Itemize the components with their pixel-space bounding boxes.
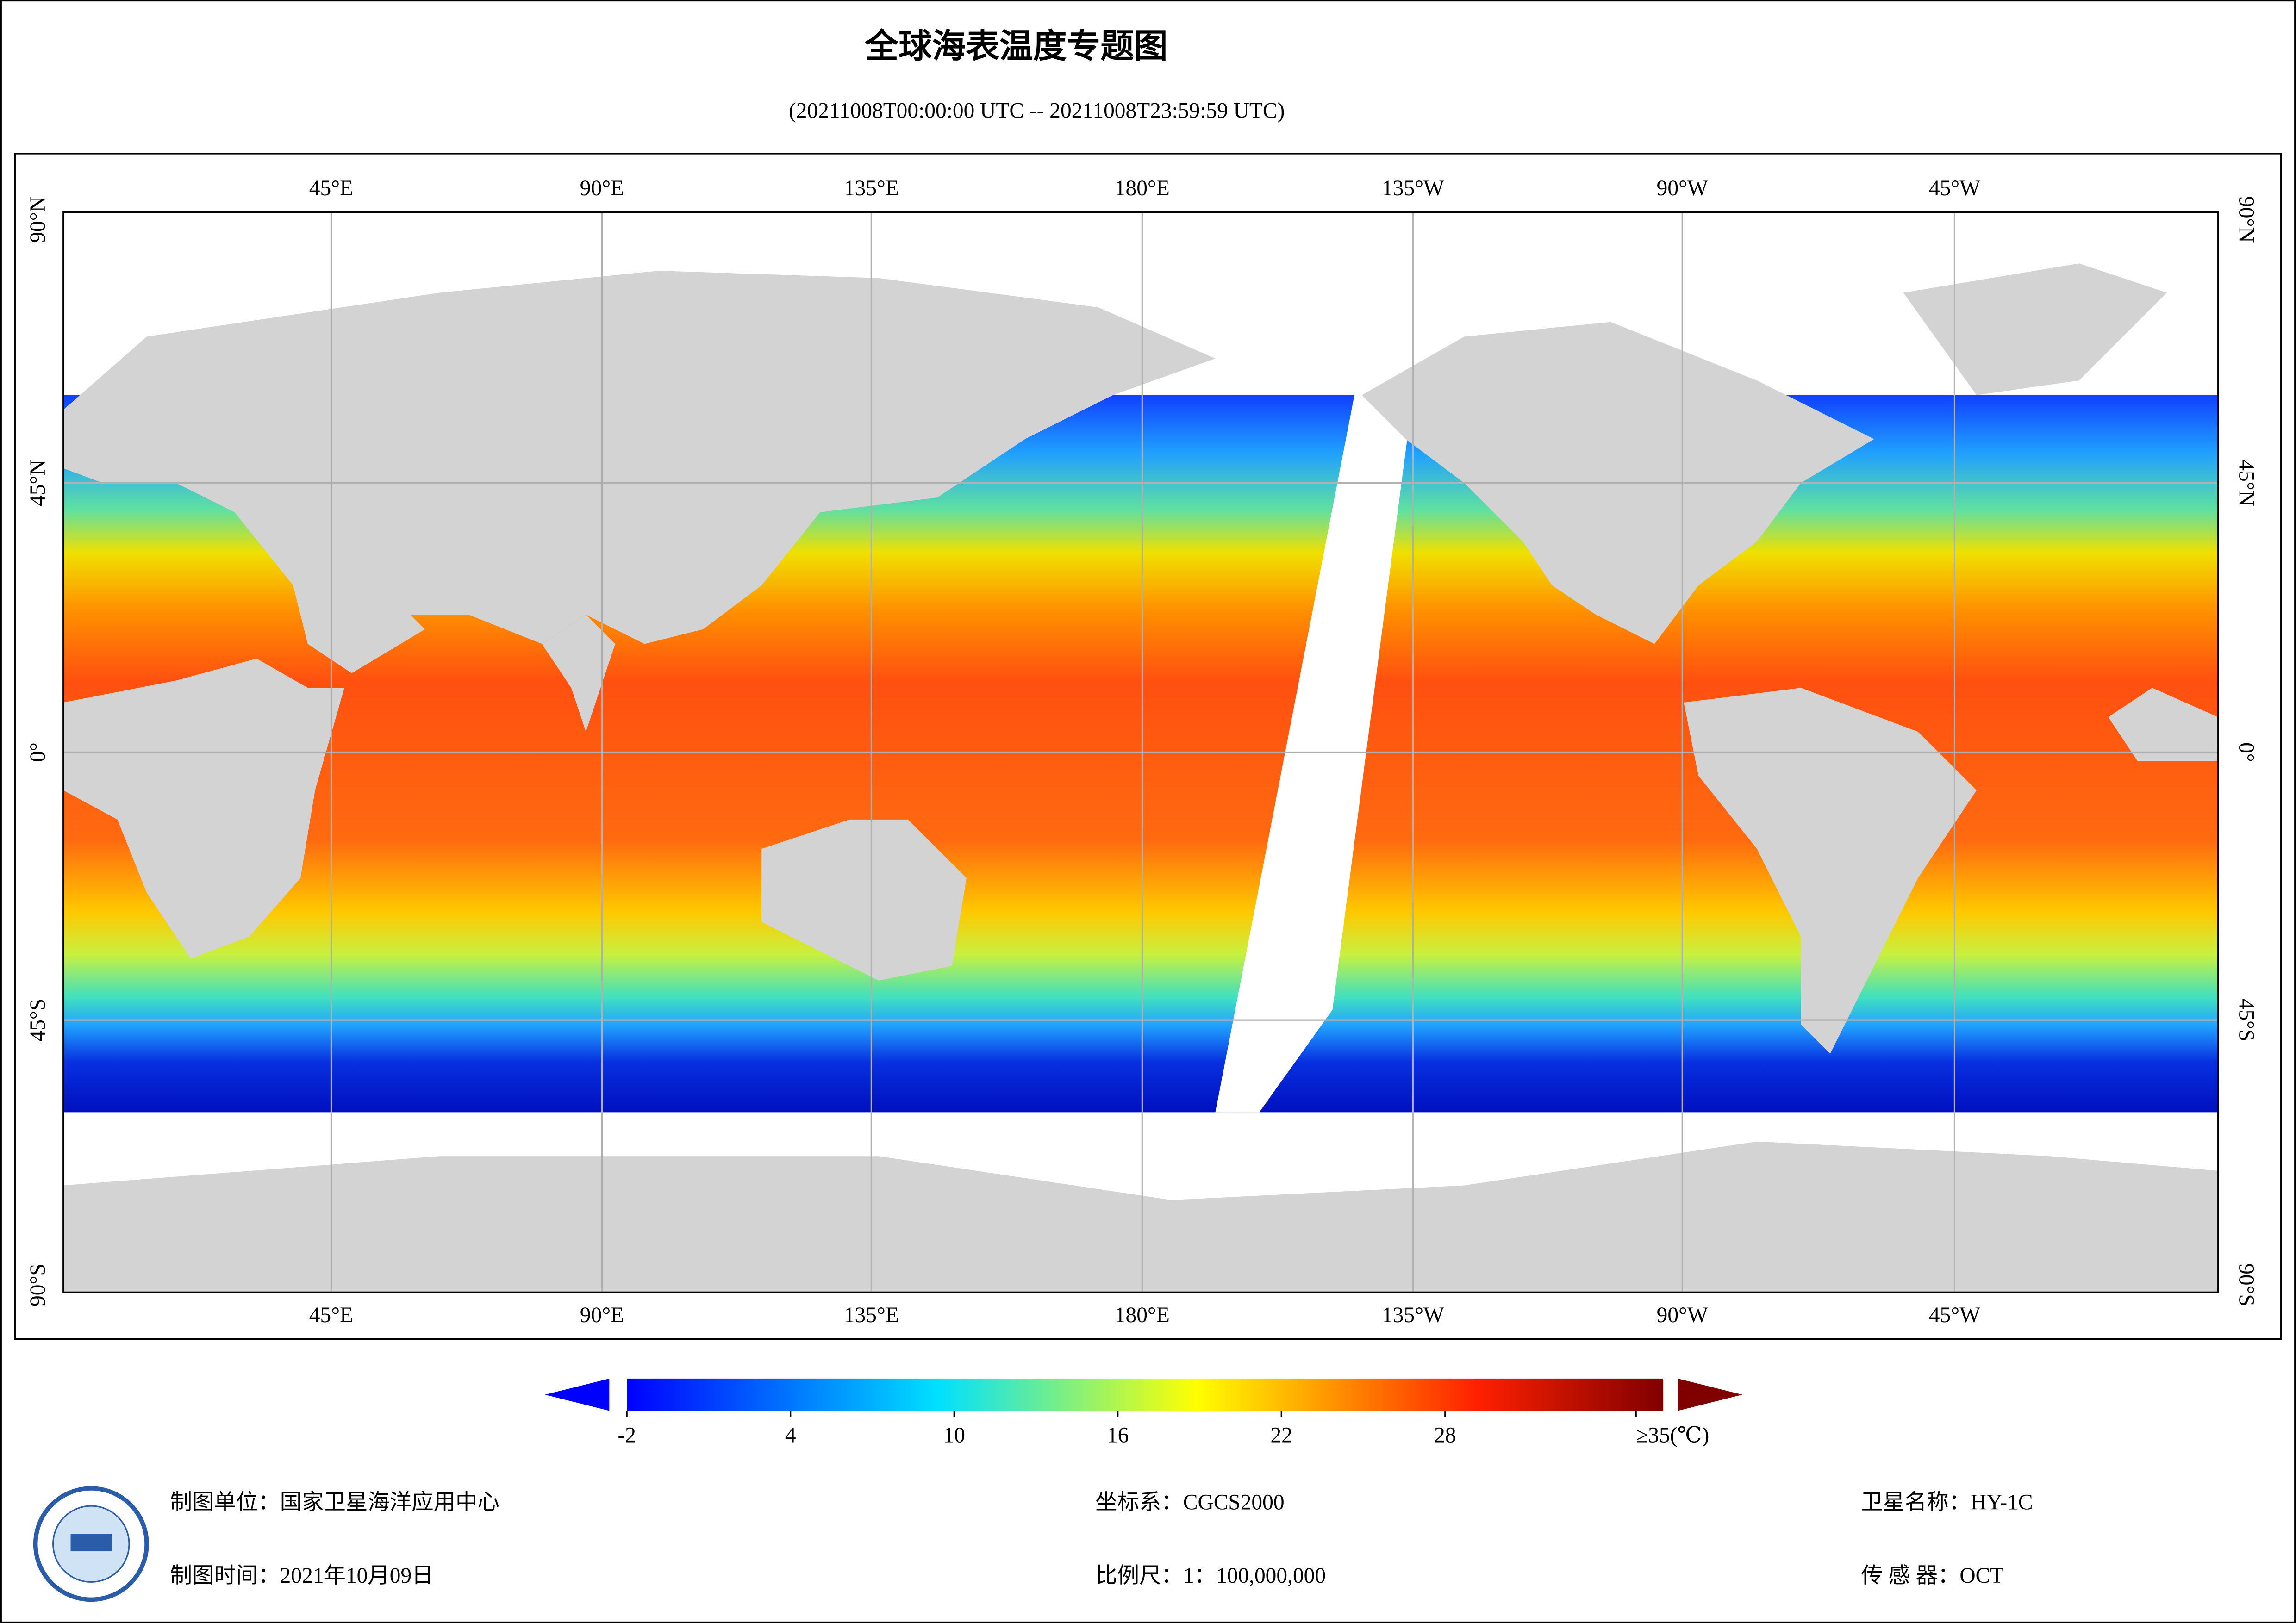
subtitle: (20211008T00:00:00 UTC -- 20211008T23:59… bbox=[789, 99, 1285, 123]
satellite: 卫星名称：HY-1C bbox=[1861, 1491, 2033, 1515]
lat-label-left: 90°N bbox=[26, 196, 50, 243]
colorbar-tick-label: 28 bbox=[1434, 1423, 1456, 1447]
south-america bbox=[1684, 688, 1977, 1054]
colorbar-tick-label: 22 bbox=[1271, 1423, 1292, 1447]
lon-label-bottom: 45°E bbox=[309, 1303, 353, 1327]
map bbox=[62, 211, 2219, 1293]
colorbar-tick-label: ≥35(℃) bbox=[1636, 1423, 1709, 1447]
lat-label-left: 45°N bbox=[26, 460, 50, 506]
eurasia bbox=[63, 271, 1216, 644]
lon-label-top: 135°E bbox=[844, 176, 899, 200]
greenland bbox=[1903, 263, 2167, 395]
lat-label-right: 90°N bbox=[2234, 196, 2259, 243]
lat-label-right: 45°N bbox=[2234, 460, 2259, 506]
lat-label-left: 45°S bbox=[26, 999, 50, 1042]
lon-label-top: 135°W bbox=[1382, 176, 1444, 200]
title: 全球海表温度专题图 bbox=[864, 26, 1167, 66]
lat-label-left: 90°S bbox=[26, 1263, 50, 1306]
lon-label-bottom: 90°W bbox=[1657, 1303, 1708, 1327]
lat-label-right: 45°S bbox=[2234, 999, 2259, 1042]
west-africa bbox=[2108, 688, 2218, 761]
arabia bbox=[293, 585, 425, 673]
lon-label-bottom: 135°E bbox=[844, 1303, 899, 1327]
lat-label-right: 0° bbox=[2234, 742, 2259, 762]
lat-label-right: 90°S bbox=[2234, 1263, 2259, 1306]
lon-label-top: 45°E bbox=[309, 176, 353, 200]
colorbar-high-arrow bbox=[1678, 1378, 1742, 1411]
map-unit: 制图单位：国家卫星海洋应用中心 bbox=[170, 1491, 499, 1515]
lon-label-top: 45°W bbox=[1929, 176, 1980, 200]
scale: 比例尺：1：100,000,000 bbox=[1095, 1564, 1326, 1588]
crs: 坐标系：CGCS2000 bbox=[1095, 1491, 1284, 1515]
lon-label-bottom: 45°W bbox=[1929, 1303, 1980, 1327]
lon-label-bottom: 90°E bbox=[580, 1303, 624, 1327]
colorbar-low-arrow bbox=[545, 1378, 610, 1411]
colorbar-ramp bbox=[627, 1378, 1664, 1411]
sensor: 传 感 器：OCT bbox=[1861, 1564, 2003, 1588]
lon-label-top: 180°E bbox=[1115, 176, 1170, 200]
colorbar-tick-label: -2 bbox=[618, 1423, 636, 1447]
lon-label-top: 90°E bbox=[580, 176, 624, 200]
colorbar-tick-label: 16 bbox=[1107, 1423, 1129, 1447]
map-border bbox=[62, 211, 2219, 1293]
map-frame bbox=[14, 153, 2282, 1340]
africa bbox=[63, 659, 344, 959]
colorbar-tick-label: 10 bbox=[943, 1423, 965, 1447]
graticule bbox=[63, 212, 2218, 1293]
lon-label-top: 90°W bbox=[1657, 176, 1708, 200]
colorbar: -2 4 10 16 22 28 ≥35(℃) bbox=[545, 1378, 1742, 1447]
map-date: 制图时间：2021年10月09日 bbox=[170, 1564, 434, 1588]
data-gap bbox=[1215, 395, 1413, 1113]
australia bbox=[761, 819, 967, 981]
lon-label-bottom: 135°W bbox=[1382, 1303, 1444, 1327]
india bbox=[542, 615, 615, 732]
logo-satellite bbox=[70, 1534, 112, 1552]
logo bbox=[33, 1486, 149, 1602]
coordinate-labels: 45°E 45°E 90°E 90°E 135°E 135°E 180°E 180°E 135°… bbox=[26, 176, 2259, 1327]
lat-label-left: 0° bbox=[26, 742, 50, 762]
lon-label-bottom: 180°E bbox=[1115, 1303, 1170, 1327]
colorbar-tick-label: 4 bbox=[785, 1423, 796, 1447]
